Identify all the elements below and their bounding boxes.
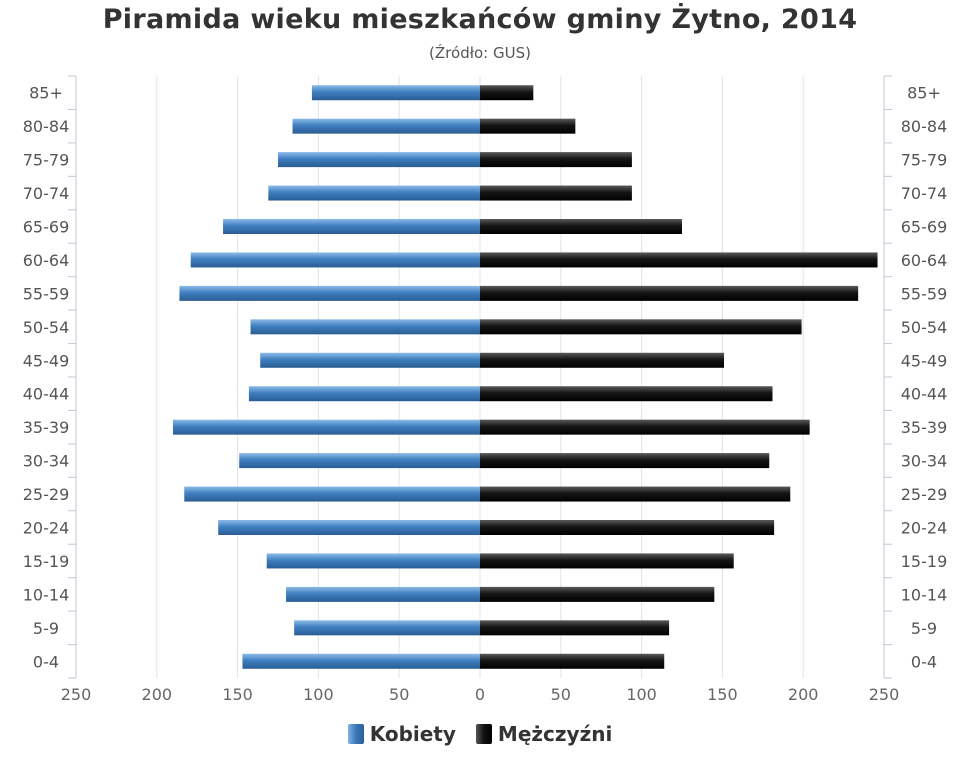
right-category-label: 40-44: [901, 385, 948, 404]
right-category-label: 10-14: [901, 585, 948, 604]
axis-labels: 85+ 85+ 80-84 80-84 75-79 75-79 70-74 70-74 65-6…: [23, 84, 948, 704]
bar-men-0-4[interactable]: [480, 653, 665, 669]
legend-label-men: Mężczyźni: [497, 722, 613, 746]
bar-men-45-49[interactable]: [480, 352, 725, 368]
grid-lines: [68, 75, 892, 679]
right-category-label: 35-39: [901, 418, 948, 437]
bar-men-15-19[interactable]: [480, 553, 734, 569]
x-tick-label: 250: [61, 685, 92, 704]
x-tick-label: 100: [303, 685, 334, 704]
x-tick-label: 250: [869, 685, 900, 704]
left-category-label: 70-74: [23, 184, 70, 203]
right-category-label: 55-59: [901, 284, 948, 303]
legend-label-women: Kobiety: [369, 722, 456, 746]
legend: Kobiety Mężczyźni: [0, 722, 960, 746]
bar-men-75-79[interactable]: [480, 152, 632, 168]
x-tick-label: 100: [626, 685, 657, 704]
right-category-label: 60-64: [901, 251, 948, 270]
bar-men-25-29[interactable]: [480, 486, 791, 502]
right-category-label: 80-84: [901, 117, 948, 136]
legend-item-men[interactable]: Mężczyźni: [475, 722, 613, 746]
left-category-label: 20-24: [23, 519, 70, 538]
bar-men-65-69[interactable]: [480, 219, 682, 234]
x-tick-label: 200: [142, 685, 173, 704]
bar-women-70-74[interactable]: [268, 185, 480, 201]
x-tick-label: 50: [389, 685, 409, 704]
bar-women-25-29[interactable]: [184, 486, 480, 502]
left-category-label: 85+: [29, 84, 63, 103]
left-category-label: 0-4: [33, 652, 59, 671]
bar-men-70-74[interactable]: [480, 185, 632, 201]
bar-men-20-24[interactable]: [480, 520, 775, 535]
bar-women-45-49[interactable]: [260, 352, 480, 368]
left-category-label: 45-49: [23, 351, 70, 370]
bar-women-5-9[interactable]: [294, 620, 480, 636]
x-tick-label: 0: [475, 685, 485, 704]
right-category-label: 25-29: [901, 485, 948, 504]
left-category-label: 10-14: [23, 585, 70, 604]
legend-item-women[interactable]: Kobiety: [347, 722, 456, 746]
right-category-label: 20-24: [901, 519, 948, 538]
x-tick-label: 150: [222, 685, 253, 704]
bar-women-15-19[interactable]: [266, 553, 480, 569]
bar-women-10-14[interactable]: [286, 586, 480, 602]
x-tick-label: 50: [551, 685, 571, 704]
bar-men-50-54[interactable]: [480, 319, 802, 335]
x-tick-label: 200: [788, 685, 819, 704]
bar-women-65-69[interactable]: [223, 219, 480, 234]
left-category-label: 15-19: [23, 552, 70, 571]
bar-women-75-79[interactable]: [278, 152, 480, 168]
right-category-label: 50-54: [901, 318, 948, 337]
right-category-label: 15-19: [901, 552, 948, 571]
bar-men-10-14[interactable]: [480, 586, 715, 602]
bar-women-30-34[interactable]: [239, 453, 480, 469]
bar-women-60-64[interactable]: [190, 252, 480, 268]
bar-men-80-84[interactable]: [480, 118, 576, 134]
bar-men-85+[interactable]: [480, 85, 534, 101]
left-category-label: 35-39: [23, 418, 70, 437]
bar-women-35-39[interactable]: [172, 419, 480, 435]
left-category-label: 60-64: [23, 251, 70, 270]
bar-women-85+[interactable]: [311, 85, 480, 101]
right-category-label: 70-74: [901, 184, 948, 203]
right-category-label: 30-34: [901, 452, 948, 471]
legend-swatch-men: [475, 724, 492, 744]
left-category-label: 25-29: [23, 485, 70, 504]
bar-men-55-59[interactable]: [480, 285, 859, 301]
bar-women-80-84[interactable]: [292, 118, 480, 134]
right-category-label: 65-69: [901, 218, 948, 237]
right-category-label: 75-79: [901, 151, 948, 170]
left-category-label: 50-54: [23, 318, 70, 337]
left-category-label: 55-59: [23, 284, 70, 303]
legend-swatch-women: [347, 724, 364, 744]
bar-women-0-4[interactable]: [242, 653, 480, 669]
bar-women-50-54[interactable]: [250, 319, 480, 335]
left-category-label: 30-34: [23, 452, 70, 471]
bar-men-40-44[interactable]: [480, 386, 773, 402]
bar-men-60-64[interactable]: [480, 252, 878, 268]
bar-men-35-39[interactable]: [480, 419, 810, 435]
bar-women-40-44[interactable]: [248, 386, 480, 402]
right-category-label: 85+: [907, 84, 941, 103]
left-category-label: 65-69: [23, 218, 70, 237]
chart-title: Piramida wieku mieszkańców gminy Żytno, …: [102, 4, 858, 35]
left-category-label: 80-84: [23, 117, 70, 136]
left-category-label: 40-44: [23, 385, 70, 404]
chart-subtitle: (Źródło: GUS): [429, 44, 531, 62]
left-category-label: 5-9: [33, 619, 59, 638]
right-category-label: 0-4: [911, 652, 937, 671]
right-category-label: 5-9: [911, 619, 937, 638]
x-tick-label: 150: [707, 685, 738, 704]
left-category-label: 75-79: [23, 151, 70, 170]
bar-men-5-9[interactable]: [480, 620, 670, 636]
bar-women-20-24[interactable]: [218, 520, 480, 535]
bars: [172, 85, 878, 669]
bar-men-30-34[interactable]: [480, 453, 770, 469]
right-category-label: 45-49: [901, 351, 948, 370]
bar-women-55-59[interactable]: [179, 285, 480, 301]
